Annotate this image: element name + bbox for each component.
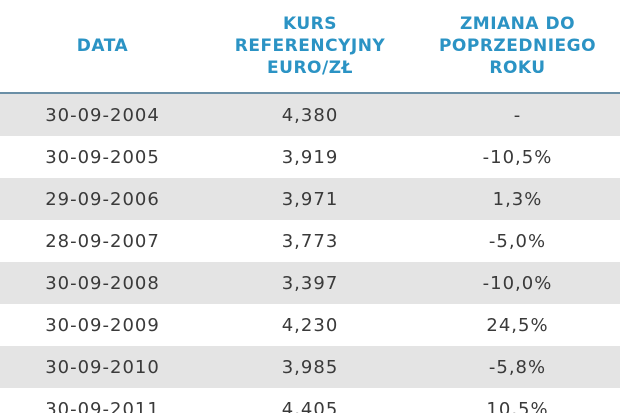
header-line: EURO/ZŁ [267,58,353,78]
table-cell: 4,405 [281,398,339,413]
table-cell: 3,397 [281,272,339,294]
table-cell: 1,3% [492,188,543,210]
header-line: ZMIANA DO [459,14,576,34]
table-cell: -5,8% [488,356,547,378]
table-cell: - [513,104,522,126]
header-cell: ZMIANA DO POPRZEDNIEGO ROKU [415,0,620,92]
table-cell: 30-09-2011 [45,398,160,413]
table-cell: 4,380 [281,104,339,126]
table-cell: 24,5% [486,314,549,336]
table-cell: -5,0% [488,230,547,252]
table-cell: 29-09-2006 [45,188,160,210]
header-cell: KURS REFERENCYJNY EURO/ZŁ [205,0,415,92]
header-line: DATA [76,36,129,56]
table-row: 30-09-2008 3,397 -10,0% [0,262,620,304]
table-cell: 30-09-2010 [45,356,160,378]
header-line: ROKU [489,58,546,78]
table-row: 30-09-2004 4,380 - [0,94,620,136]
table-cell: 30-09-2009 [45,314,160,336]
header-line: KURS [282,14,337,34]
header-line: POPRZEDNIEGO [438,36,597,56]
table-cell: 3,971 [281,188,339,210]
table-row: 30-09-2010 3,985 -5,8% [0,346,620,388]
table-cell: 3,773 [281,230,339,252]
table-row: 30-09-2005 3,919 -10,5% [0,136,620,178]
table-cell: 30-09-2008 [45,272,160,294]
table-cell: 10,5% [486,398,549,413]
table-cell: -10,5% [482,146,553,168]
header-line: REFERENCYJNY [234,36,386,56]
table-cell: -10,0% [482,272,553,294]
table-cell: 3,985 [281,356,339,378]
table-row: 30-09-2011 4,405 10,5% [0,388,620,413]
table-cell: 4,230 [281,314,339,336]
header-cell: DATA [0,0,205,92]
table-row: 28-09-2007 3,773 -5,0% [0,220,620,262]
table-cell: 28-09-2007 [45,230,160,252]
table-cell: 30-09-2004 [45,104,160,126]
table-header: DATA KURS REFERENCYJNY EURO/ZŁ ZMIANA DO POPR… [0,0,620,94]
table-row: 29-09-2006 3,971 1,3% [0,178,620,220]
table-row: 30-09-2009 4,230 24,5% [0,304,620,346]
table-cell: 30-09-2005 [45,146,160,168]
table-cell: 3,919 [281,146,339,168]
